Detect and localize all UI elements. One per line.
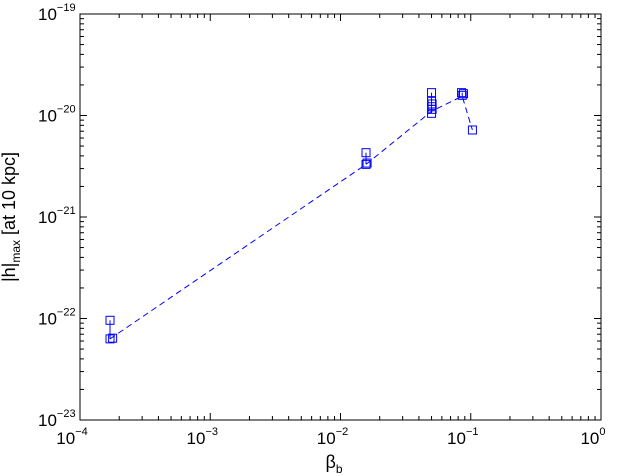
y-tick-label-base: 10 [38,208,57,227]
x-tick-label-exp: −3 [205,426,218,438]
y-tick-label-exp: −19 [57,2,76,14]
x-tick-label-base: 10 [447,429,466,448]
data-series [105,88,477,344]
data-point [105,315,115,325]
data-point [361,159,371,169]
data-point [459,89,469,99]
y-tick-label-exp: −20 [57,104,76,116]
data-point [457,90,467,100]
y-tick-label-exp: −23 [57,408,76,420]
y-tick-label: 10−20 [38,104,76,126]
data-point [361,148,371,158]
x-tick-label-exp: −1 [466,426,479,438]
y-tick-label-exp: −21 [57,205,76,217]
y-tick-label-base: 10 [38,310,57,329]
x-tick-label-exp: 0 [599,426,605,438]
data-point [427,108,437,118]
data-point [457,88,467,98]
x-axis-label-base: β [325,452,335,472]
x-tick-label-base: 10 [56,429,75,448]
data-point [427,88,437,98]
x-tick-label-base: 10 [580,429,599,448]
data-point [467,125,477,135]
x-tick-label: 10−4 [56,426,87,448]
y-tick-label: 10−19 [38,2,76,24]
y-tick-label-base: 10 [38,411,57,430]
data-point [108,333,118,343]
x-tick-label: 10−2 [317,426,348,448]
y-tick-label-exp: −22 [57,307,76,319]
x-tick-label: 100 [580,426,605,448]
x-axis-label-sub: b [336,462,343,476]
x-tick-label: 10−1 [447,426,478,448]
y-tick-label-base: 10 [38,107,57,126]
data-point [427,99,437,109]
x-axis-label: βb [325,452,342,476]
y-axis-label-sub: max [9,240,23,263]
y-tick-label: 10−21 [38,205,76,227]
y-axis-label-main: |h| [0,263,19,282]
y-tick-label: 10−22 [38,307,76,329]
x-tick-label-exp: −4 [75,426,88,438]
x-tick-label-base: 10 [187,429,206,448]
x-tick-label: 10−3 [187,426,218,448]
x-tick-label-base: 10 [317,429,336,448]
data-point [362,158,372,168]
data-point [427,102,437,112]
y-tick-label-base: 10 [38,5,57,24]
tick-labels: 10−4 10−3 10−2 10−1 10010−2310−2210−2110−201… [38,2,606,448]
y-tick-label: 10−23 [38,408,76,430]
x-tick-label-exp: −2 [336,426,349,438]
axis-ticks [79,14,601,421]
y-axis-label-suffix: [at 10 kpc] [0,152,19,240]
plot-area [79,13,602,421]
y-axis-label: |h|max [at 10 kpc] [0,152,23,282]
data-point [105,334,115,344]
